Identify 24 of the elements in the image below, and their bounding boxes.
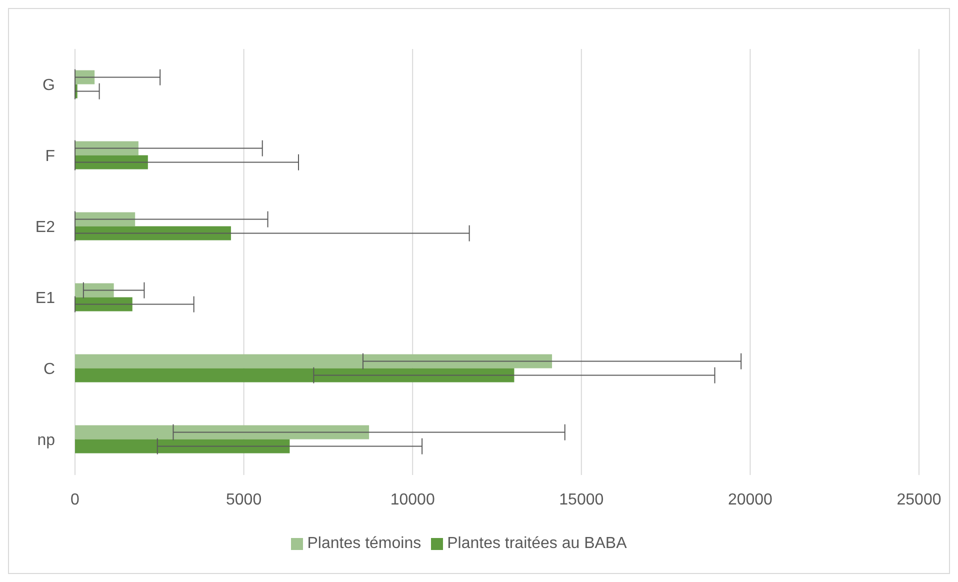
bar — [75, 425, 370, 440]
y-tick-label: E2 — [35, 219, 56, 236]
x-tick-label: 0 — [70, 491, 80, 508]
bar — [75, 368, 514, 382]
y-tick-label: E1 — [35, 290, 56, 308]
bar — [75, 439, 290, 454]
y-tick-label: G — [42, 77, 55, 94]
bar — [75, 212, 136, 226]
bar — [75, 283, 114, 298]
x-tick-label: 20000 — [728, 491, 773, 508]
legend-label: Plantes témoins — [307, 535, 422, 552]
y-tick-label: np — [37, 432, 56, 450]
x-tick-label: 5000 — [226, 491, 262, 508]
x-tick-label: 25000 — [896, 491, 942, 508]
bar — [75, 155, 148, 170]
x-tick-label: 10000 — [390, 491, 435, 508]
y-tick-label: C — [43, 361, 55, 378]
bar — [75, 354, 552, 368]
x-tick-label: 15000 — [559, 491, 604, 508]
bar — [75, 226, 231, 240]
legend-label: Plantes traitées au BABA — [447, 535, 627, 552]
y-tick-label: F — [45, 148, 56, 166]
bar — [75, 297, 132, 312]
bar — [75, 141, 138, 156]
